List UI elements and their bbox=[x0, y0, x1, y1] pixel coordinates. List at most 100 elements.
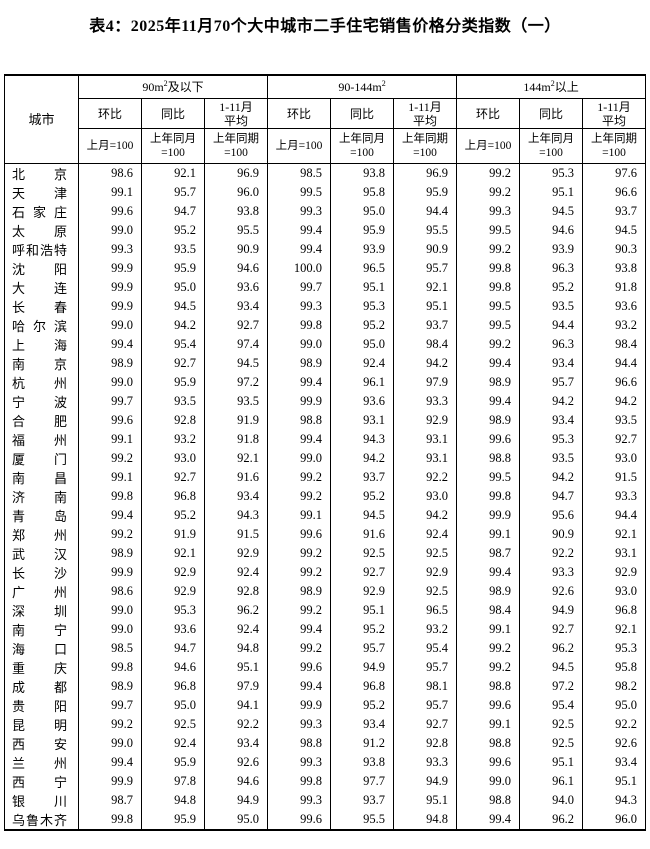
value-cell: 94.5 bbox=[141, 297, 205, 316]
value-cell: 94.5 bbox=[519, 658, 584, 677]
value-cell: 94.5 bbox=[330, 506, 395, 525]
value-cell: 99.6 bbox=[78, 202, 142, 221]
value-cell: 93.5 bbox=[141, 240, 205, 259]
value-cell: 92.9 bbox=[330, 582, 395, 601]
value-cell: 100.0 bbox=[267, 259, 332, 278]
value-cell: 99.1 bbox=[78, 430, 142, 449]
city-header-cell: 城市 bbox=[4, 74, 79, 164]
table-row: 杭州 99.0 95.9 97.2 99.4 96.1 97.9 98.9 95.7 96.6 bbox=[4, 373, 647, 392]
value-cell: 96.6 bbox=[582, 183, 647, 202]
value-cell: 99.7 bbox=[78, 696, 142, 715]
value-cell: 94.3 bbox=[330, 430, 395, 449]
value-cell: 92.5 bbox=[141, 715, 205, 734]
value-cell: 97.8 bbox=[141, 772, 205, 791]
value-cell: 95.1 bbox=[203, 658, 269, 677]
value-cell: 95.2 bbox=[519, 278, 584, 297]
metric-header-cell: 环比 bbox=[456, 98, 521, 129]
group-label: 90-144m bbox=[338, 80, 382, 94]
value-cell: 99.9 bbox=[78, 278, 142, 297]
value-cell: 95.7 bbox=[519, 373, 584, 392]
table-row: 长春 99.9 94.5 93.4 99.3 95.3 95.1 99.5 93.5 93.6 bbox=[4, 297, 647, 316]
city-cell: 成都 bbox=[4, 677, 79, 696]
value-cell: 99.8 bbox=[78, 487, 142, 506]
value-cell: 94.2 bbox=[519, 392, 584, 411]
value-cell: 97.9 bbox=[393, 373, 458, 392]
value-cell: 96.9 bbox=[203, 163, 269, 183]
value-cell: 99.4 bbox=[456, 810, 521, 830]
value-cell: 91.9 bbox=[141, 525, 205, 544]
value-cell: 99.5 bbox=[456, 297, 521, 316]
metric-header-cell: 同比 bbox=[330, 98, 395, 129]
value-cell: 99.3 bbox=[456, 202, 521, 221]
city-cell: 南京 bbox=[4, 354, 79, 373]
city-cell: 乌鲁木齐 bbox=[4, 810, 79, 830]
value-cell: 98.4 bbox=[456, 601, 521, 620]
value-cell: 92.5 bbox=[393, 544, 458, 563]
value-cell: 99.2 bbox=[456, 240, 521, 259]
table-row: 济南 99.8 96.8 93.4 99.2 95.2 93.0 99.8 94.7 93.3 bbox=[4, 487, 647, 506]
value-cell: 94.6 bbox=[141, 658, 205, 677]
value-cell: 92.8 bbox=[141, 411, 205, 430]
value-cell: 94.9 bbox=[203, 791, 269, 810]
value-cell: 98.6 bbox=[78, 582, 142, 601]
superscript: 2 bbox=[550, 79, 555, 88]
city-cell: 昆明 bbox=[4, 715, 79, 734]
value-cell: 94.8 bbox=[203, 639, 269, 658]
value-cell: 93.1 bbox=[582, 544, 647, 563]
table-row: 青岛 99.4 95.2 94.3 99.1 94.5 94.2 99.9 95.6 94.4 bbox=[4, 506, 647, 525]
value-cell: 99.8 bbox=[78, 810, 142, 830]
value-cell: 92.7 bbox=[203, 316, 269, 335]
value-cell: 98.9 bbox=[267, 354, 332, 373]
value-cell: 99.9 bbox=[78, 772, 142, 791]
city-cell: 上海 bbox=[4, 335, 79, 354]
table-row: 武汉 98.9 92.1 92.9 99.2 92.5 92.5 98.7 92.2 93.1 bbox=[4, 544, 647, 563]
table-row: 呼和浩特 99.3 93.5 90.9 99.4 93.9 90.9 99.2 93.9 90.3 bbox=[4, 240, 647, 259]
value-cell: 93.7 bbox=[393, 316, 458, 335]
value-cell: 95.0 bbox=[203, 810, 269, 830]
value-cell: 99.6 bbox=[267, 658, 332, 677]
value-cell: 92.5 bbox=[519, 734, 584, 753]
value-cell: 92.7 bbox=[582, 430, 647, 449]
value-cell: 93.4 bbox=[519, 354, 584, 373]
value-cell: 93.1 bbox=[330, 411, 395, 430]
superscript: 2 bbox=[163, 79, 168, 88]
table-row: 合肥 99.6 92.8 91.9 98.8 93.1 92.9 98.9 93.4 93.5 bbox=[4, 411, 647, 430]
value-cell: 99.0 bbox=[78, 221, 142, 240]
value-cell: 92.9 bbox=[141, 563, 205, 582]
table-row: 乌鲁木齐 99.8 95.9 95.0 99.6 95.5 94.8 99.4 96.2 96.0 bbox=[4, 810, 647, 830]
value-cell: 94.8 bbox=[141, 791, 205, 810]
value-cell: 95.9 bbox=[141, 810, 205, 830]
city-cell: 银川 bbox=[4, 791, 79, 810]
value-cell: 96.2 bbox=[203, 601, 269, 620]
table-row: 宁波 99.7 93.5 93.5 99.9 93.6 93.3 99.4 94.2 94.2 bbox=[4, 392, 647, 411]
value-cell: 93.9 bbox=[330, 240, 395, 259]
value-cell: 99.8 bbox=[456, 259, 521, 278]
metric-header-cell: 同比 bbox=[141, 98, 205, 129]
value-cell: 99.6 bbox=[456, 753, 521, 772]
value-cell: 92.7 bbox=[519, 620, 584, 639]
value-cell: 94.2 bbox=[141, 316, 205, 335]
value-cell: 93.5 bbox=[519, 297, 584, 316]
value-cell: 92.4 bbox=[393, 525, 458, 544]
value-cell: 93.3 bbox=[582, 487, 647, 506]
value-cell: 99.2 bbox=[267, 468, 332, 487]
value-cell: 99.3 bbox=[267, 791, 332, 810]
value-cell: 99.8 bbox=[78, 658, 142, 677]
value-cell: 99.2 bbox=[267, 639, 332, 658]
value-cell: 92.1 bbox=[203, 449, 269, 468]
city-cell: 海口 bbox=[4, 639, 79, 658]
value-cell: 97.2 bbox=[519, 677, 584, 696]
value-cell: 92.5 bbox=[393, 582, 458, 601]
value-cell: 99.1 bbox=[456, 715, 521, 734]
value-cell: 99.9 bbox=[267, 392, 332, 411]
value-cell: 95.9 bbox=[141, 753, 205, 772]
value-cell: 92.9 bbox=[393, 411, 458, 430]
value-cell: 99.0 bbox=[78, 316, 142, 335]
value-cell: 95.2 bbox=[330, 487, 395, 506]
group-header-row: 城市 90m2及以下 90-144m2 144m2以上 bbox=[4, 74, 647, 164]
table-row: 兰州 99.4 95.9 92.6 99.3 93.8 93.3 99.6 95.1 93.4 bbox=[4, 753, 647, 772]
value-cell: 99.6 bbox=[78, 411, 142, 430]
value-cell: 99.4 bbox=[456, 354, 521, 373]
value-cell: 95.3 bbox=[519, 430, 584, 449]
value-cell: 93.3 bbox=[393, 753, 458, 772]
